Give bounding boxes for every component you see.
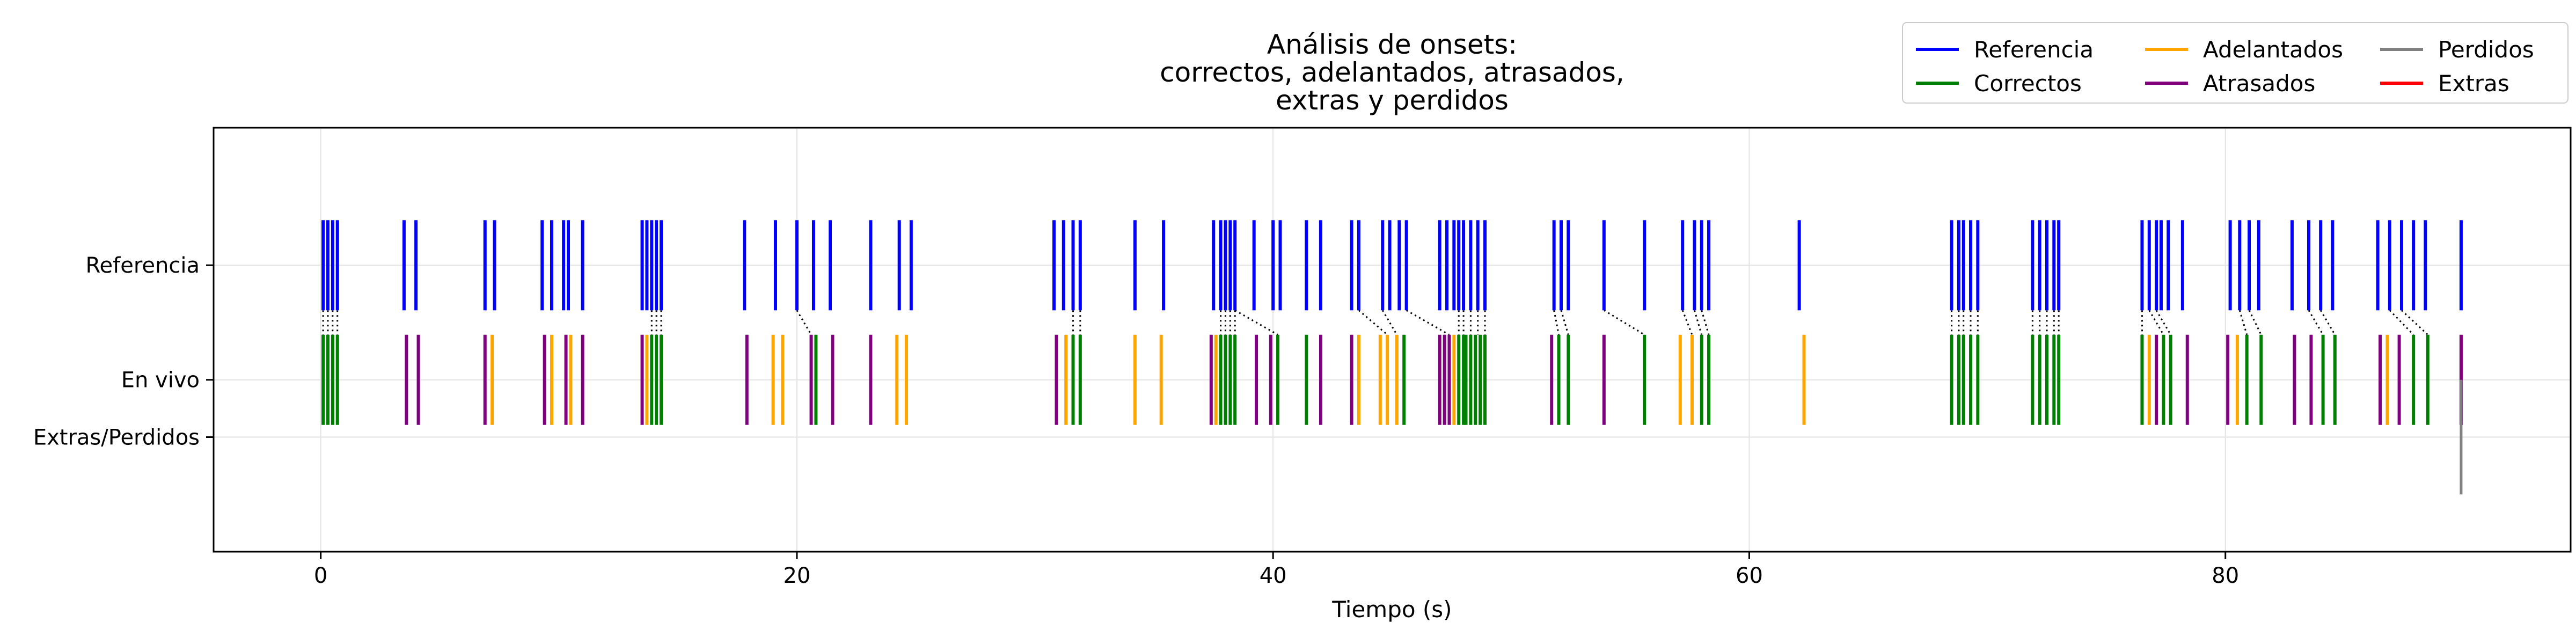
x-tick-label: 20 xyxy=(783,564,810,588)
match-connector xyxy=(1560,310,1569,335)
plot-frame xyxy=(213,127,2572,553)
match-connector xyxy=(1693,310,1703,335)
chart-title-line: extras y perdidos xyxy=(1276,85,1509,116)
reference-onset-marks xyxy=(321,220,2463,311)
match-connector xyxy=(1701,310,1710,335)
match-connectors xyxy=(322,309,2428,336)
match-connector xyxy=(1358,310,1388,335)
x-tick-label: 0 xyxy=(314,564,327,588)
y-axis-ticks: Referencia En vivo Extras/Perdidos xyxy=(33,253,214,450)
legend: Referencia Correctos Adelantados Atrasados P… xyxy=(1902,22,2568,104)
match-connector xyxy=(1381,310,1398,335)
match-connector xyxy=(2308,310,2324,335)
legend-label: Correctos xyxy=(1974,70,2082,97)
legend-label: Referencia xyxy=(1974,36,2094,63)
match-connector xyxy=(1604,309,1645,336)
legend-label: Perdidos xyxy=(2438,36,2534,63)
x-axis-label: Tiempo (s) xyxy=(1331,596,1452,623)
y-tick-label: Extras/Perdidos xyxy=(33,425,200,450)
chart-title-line: correctos, adelantados, atrasados, xyxy=(1160,57,1624,88)
match-connector xyxy=(2248,310,2262,335)
x-axis-ticks: 0 20 40 60 80 xyxy=(314,552,2239,588)
grid-lines xyxy=(214,128,2571,552)
legend-label: Atrasados xyxy=(2203,70,2315,97)
match-connector xyxy=(2148,310,2164,335)
y-tick-label: En vivo xyxy=(121,368,200,393)
match-connector xyxy=(2155,310,2171,335)
live-onset-marks xyxy=(321,334,2463,425)
y-tick-label: Referencia xyxy=(86,253,200,278)
match-connector xyxy=(796,310,812,335)
match-connector xyxy=(1553,310,1560,335)
x-tick-label: 60 xyxy=(1736,564,1763,588)
match-connector xyxy=(2319,310,2336,335)
match-connector xyxy=(2389,310,2414,335)
match-connector xyxy=(1406,309,1450,336)
chart-title: Análisis de onsets: correctos, adelantado… xyxy=(1160,29,1624,116)
match-connector xyxy=(2401,310,2428,335)
x-tick-label: 40 xyxy=(1260,564,1287,588)
match-connector xyxy=(1234,309,1278,336)
chart-title-line: Análisis de onsets: xyxy=(1267,29,1517,60)
legend-label: Extras xyxy=(2438,70,2509,97)
match-connector xyxy=(1681,310,1693,335)
match-connector xyxy=(2238,310,2248,335)
legend-label: Adelantados xyxy=(2203,36,2343,63)
x-tick-label: 80 xyxy=(2212,564,2239,588)
